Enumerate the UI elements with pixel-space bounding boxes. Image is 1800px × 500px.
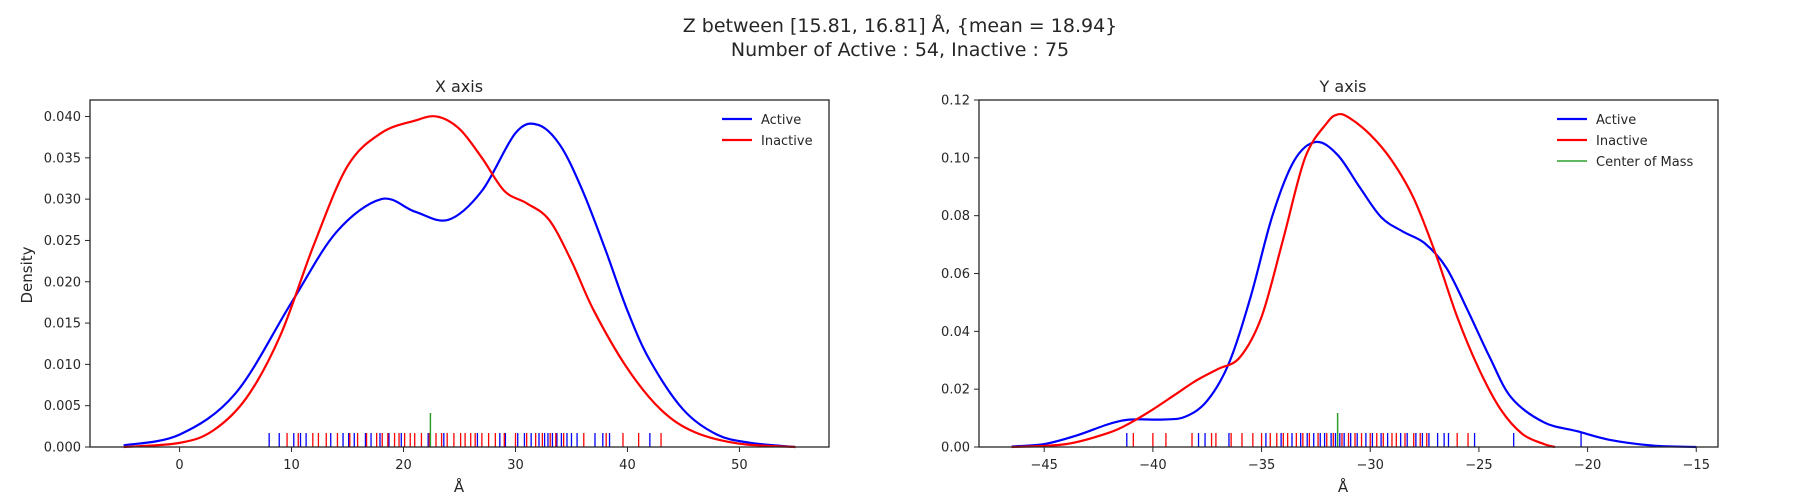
y-panel-xtick-label: −15 (1683, 458, 1710, 473)
y-panel-active-curve (1011, 140, 1697, 449)
y-panel-frame (978, 99, 1719, 448)
x-panel-active-curve (123, 122, 796, 449)
legend-active-label: Active (1596, 113, 1636, 128)
x-panel-ytick-label: 0.040 (44, 110, 81, 125)
x-panel-ytick-label: 0.005 (44, 399, 81, 414)
x-panel-xlabel: Å (454, 477, 465, 496)
y-panel-ytick-label: 0.10 (941, 151, 970, 166)
y-panel-xtick-label: −35 (1248, 458, 1275, 473)
x-panel-xtick-label: 20 (395, 458, 412, 473)
figure-title-line-2: Number of Active : 54, Inactive : 75 (731, 39, 1069, 61)
y-panel-ytick-label: 0.02 (941, 383, 970, 398)
y-panel-legend: Active Inactive Center of Mass (1557, 113, 1694, 170)
y-panel-ytick-label: 0.00 (941, 441, 970, 456)
x-panel-xtick-label: 30 (507, 458, 524, 473)
legend-center-label: Center of Mass (1596, 155, 1694, 170)
y-axis-panel: Y axis Å Active Inactive Center of Mass … (941, 77, 1719, 496)
y-panel-ytick-label: 0.04 (941, 325, 970, 340)
x-panel-ytick-label: 0.010 (44, 358, 81, 373)
y-panel-inactive-curve (1011, 112, 1556, 449)
x-panel-ytick-label: 0.030 (44, 193, 81, 208)
x-panel-legend: Active Inactive (722, 113, 813, 149)
x-panel-frame (89, 99, 830, 448)
x-panel-title: X axis (435, 77, 483, 96)
y-panel-xtick-label: −30 (1357, 458, 1384, 473)
x-panel-xtick-label: 50 (731, 458, 748, 473)
x-panel-ytick-label: 0.035 (44, 151, 81, 166)
x-panel-inactive-curve (123, 115, 796, 449)
y-panel-ytick-label: 0.08 (941, 209, 970, 224)
y-panel-xtick-label: −20 (1574, 458, 1601, 473)
legend-inactive-label: Inactive (761, 134, 813, 149)
y-panel-xtick-label: −45 (1030, 458, 1057, 473)
y-panel-xtick-label: −25 (1465, 458, 1492, 473)
figure-title-line-1: Z between [15.81, 16.81] Å, {mean = 18.9… (683, 14, 1118, 37)
x-panel-ylabel: Density (18, 246, 36, 303)
legend-active-label: Active (761, 113, 801, 128)
y-panel-xlabel: Å (1338, 477, 1349, 496)
x-panel-xtick-label: 10 (283, 458, 300, 473)
legend-inactive-label: Inactive (1596, 134, 1648, 149)
x-panel-xtick-label: 40 (619, 458, 636, 473)
x-panel-ytick-label: 0.020 (44, 275, 81, 290)
y-panel-xtick-label: −40 (1139, 458, 1166, 473)
y-panel-ytick-label: 0.06 (941, 267, 970, 282)
x-panel-ytick-label: 0.025 (44, 234, 81, 249)
y-panel-ytick-label: 0.12 (941, 94, 970, 109)
y-panel-title: Y axis (1319, 77, 1367, 96)
x-panel-ytick-label: 0.015 (44, 317, 81, 332)
x-panel-ytick-label: 0.000 (44, 441, 81, 456)
x-panel-xtick-label: 0 (175, 458, 183, 473)
x-axis-panel: X axis Å Density Active Inactive 0 10 20 30… (18, 77, 830, 496)
